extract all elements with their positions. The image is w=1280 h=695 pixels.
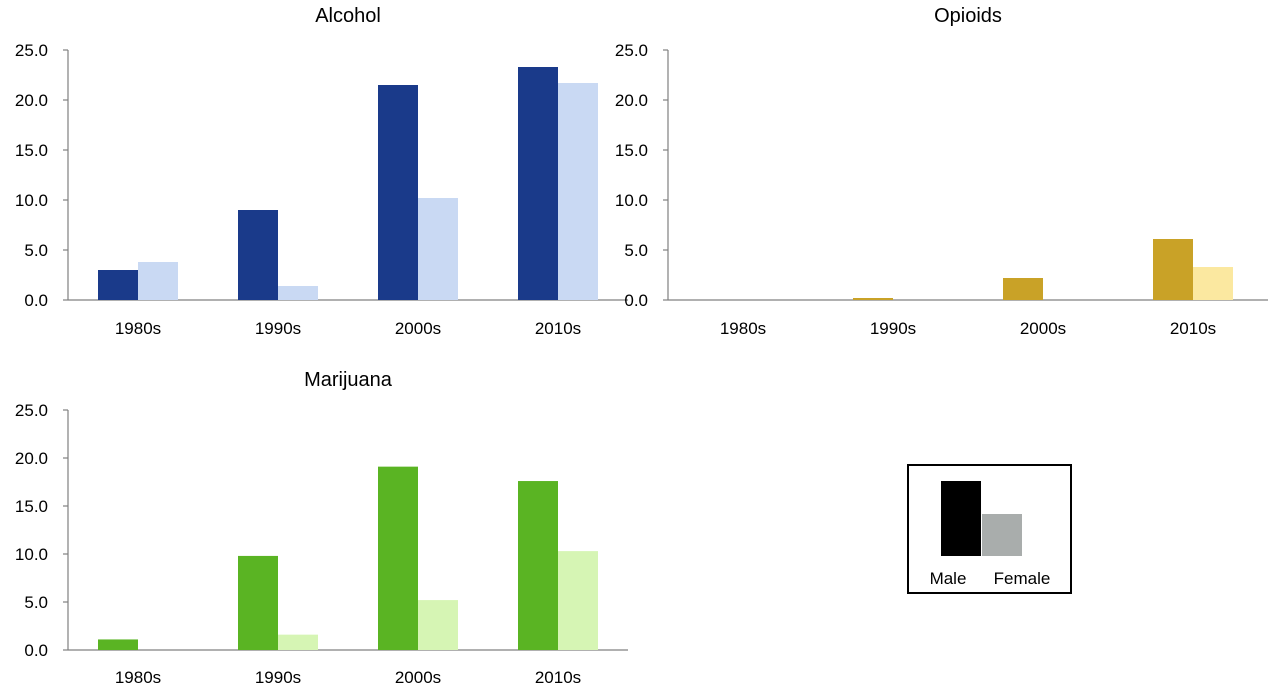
- opioids-bar-male-1990s: [853, 298, 893, 300]
- opioids-x-tick-label: 1990s: [870, 319, 916, 338]
- opioids-panel-title: Opioids: [934, 5, 1002, 27]
- alcohol-x-tick-label: 1990s: [255, 319, 301, 338]
- alcohol-y-tick-label: 15.0: [15, 141, 48, 160]
- marijuana-bar-male-2010s: [518, 481, 558, 650]
- marijuana-bar-male-2000s: [378, 466, 418, 650]
- opioids-y-tick-label: 5.0: [624, 241, 648, 260]
- opioids-y-tick-label: 15.0: [615, 141, 648, 160]
- marijuana-x-tick-label: 2000s: [395, 668, 441, 687]
- opioids-bar-male-2000s: [1003, 278, 1043, 300]
- alcohol-y-tick-label: 0.0: [24, 291, 48, 310]
- marijuana-y-tick-label: 25.0: [15, 401, 48, 420]
- legend-label-male: Male: [930, 569, 967, 588]
- alcohol-panel-title: Alcohol: [315, 5, 381, 27]
- alcohol-x-tick-label: 2010s: [535, 319, 581, 338]
- alcohol-bar-male-2000s: [378, 85, 418, 300]
- marijuana-y-tick-label: 0.0: [24, 641, 48, 660]
- alcohol-y-tick-label: 20.0: [15, 91, 48, 110]
- opioids-x-tick-label: 2000s: [1020, 319, 1066, 338]
- legend-label-female: Female: [994, 569, 1051, 588]
- alcohol-y-tick-label: 5.0: [24, 241, 48, 260]
- marijuana-y-tick-label: 5.0: [24, 593, 48, 612]
- alcohol-bar-male-2010s: [518, 67, 558, 300]
- marijuana-bar-female-2010s: [558, 551, 598, 650]
- marijuana-panel-title: Marijuana: [304, 369, 393, 391]
- alcohol-bar-female-1990s: [278, 286, 318, 300]
- opioids-y-tick-label: 20.0: [615, 91, 648, 110]
- marijuana-x-tick-label: 1990s: [255, 668, 301, 687]
- opioids-x-tick-label: 2010s: [1170, 319, 1216, 338]
- alcohol-x-tick-label: 1980s: [115, 319, 161, 338]
- legend-swatch-male: [941, 481, 981, 556]
- alcohol-bar-male-1980s: [98, 270, 138, 300]
- opioids-y-tick-label: 10.0: [615, 191, 648, 210]
- marijuana-x-tick-label: 1980s: [115, 668, 161, 687]
- opioids-x-tick-label: 1980s: [720, 319, 766, 338]
- alcohol-bar-male-1990s: [238, 210, 278, 300]
- marijuana-x-tick-label: 2010s: [535, 668, 581, 687]
- alcohol-bar-female-2000s: [418, 198, 458, 300]
- alcohol-bar-female-2010s: [558, 83, 598, 300]
- marijuana-bar-male-1980s: [98, 639, 138, 650]
- alcohol-bar-female-1980s: [138, 262, 178, 300]
- legend-swatch-female: [982, 514, 1022, 556]
- marijuana-bar-male-1990s: [238, 555, 278, 650]
- opioids-y-tick-label: 25.0: [615, 41, 648, 60]
- marijuana-y-tick-label: 15.0: [15, 497, 48, 516]
- opioids-bar-female-2010s: [1193, 267, 1233, 300]
- marijuana-y-tick-label: 20.0: [15, 449, 48, 468]
- alcohol-x-tick-label: 2000s: [395, 319, 441, 338]
- marijuana-y-tick-label: 10.0: [15, 545, 48, 564]
- marijuana-bar-female-2000s: [418, 600, 458, 650]
- opioids-y-tick-label: 0.0: [624, 291, 648, 310]
- alcohol-y-tick-label: 10.0: [15, 191, 48, 210]
- marijuana-bar-female-1990s: [278, 634, 318, 650]
- alcohol-y-tick-label: 25.0: [15, 41, 48, 60]
- opioids-bar-male-2010s: [1153, 239, 1193, 300]
